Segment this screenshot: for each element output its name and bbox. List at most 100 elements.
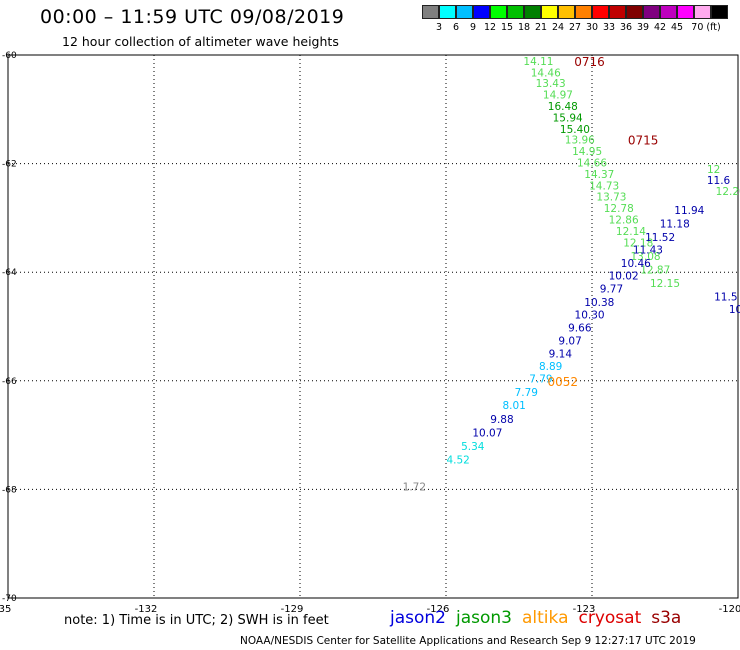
color-legend-swatch bbox=[439, 5, 456, 19]
color-legend-swatch bbox=[422, 5, 439, 19]
lon-tick-label: -126 bbox=[427, 604, 450, 615]
wave-height-value: 11.18 bbox=[660, 218, 690, 230]
wave-height-value: 14.73 bbox=[589, 180, 619, 192]
color-legend-swatch bbox=[524, 5, 541, 19]
lat-tick-label: -62 bbox=[2, 160, 17, 170]
page-title: 00:00 – 11:59 UTC 09/08/2019 bbox=[40, 6, 345, 28]
wave-height-value: 9.88 bbox=[490, 414, 513, 426]
color-legend-label: 9 bbox=[469, 22, 477, 33]
color-legend-label: 12 bbox=[483, 22, 497, 33]
wave-height-value: 11.52 bbox=[645, 232, 675, 244]
wave-height-value: 10.38 bbox=[584, 297, 614, 309]
wave-height-value: 10.07 bbox=[472, 427, 502, 439]
color-legend-swatch bbox=[694, 5, 711, 19]
wave-height-value: 10.02 bbox=[609, 270, 639, 282]
lon-tick-label: -123 bbox=[573, 604, 596, 615]
color-legend-swatch bbox=[643, 5, 660, 19]
lon-tick-label: -132 bbox=[135, 604, 158, 615]
color-legend-label: 42 bbox=[653, 22, 667, 33]
wave-height-value: 14.66 bbox=[577, 158, 607, 170]
lat-tick-label: -66 bbox=[2, 377, 17, 387]
color-legend-label: 18 bbox=[517, 22, 531, 33]
lat-tick-label: -60 bbox=[2, 51, 17, 61]
wave-height-value: 13.08 bbox=[631, 251, 661, 263]
color-legend-swatch bbox=[456, 5, 473, 19]
lat-tick-label: -68 bbox=[2, 485, 17, 495]
satellite-legend-item: s3a bbox=[651, 608, 682, 628]
color-legend-swatch bbox=[541, 5, 558, 19]
wave-height-value: 16.48 bbox=[548, 101, 578, 113]
color-legend-label: 21 bbox=[534, 22, 548, 33]
wave-height-value: 11.94 bbox=[674, 205, 704, 217]
color-legend-label: 15 bbox=[500, 22, 514, 33]
color-legend-swatch bbox=[609, 5, 626, 19]
wave-height-value: 8.01 bbox=[502, 400, 525, 412]
wave-height-value: 12.18 bbox=[623, 237, 653, 249]
wave-height-value: 9.77 bbox=[600, 283, 623, 295]
color-legend-swatch bbox=[507, 5, 524, 19]
pass-time-label: 0052 bbox=[548, 375, 579, 389]
satellite-legend-item: cryosat bbox=[578, 608, 642, 628]
pass-time-label: 0715 bbox=[628, 134, 659, 148]
wave-height-value: 11.6 bbox=[707, 175, 731, 187]
wave-height-value: 12.78 bbox=[604, 203, 634, 215]
satellite-legend-item: altika bbox=[522, 608, 569, 628]
wave-height-value: 14.46 bbox=[531, 67, 561, 79]
color-legend-label: 30 bbox=[585, 22, 599, 33]
lat-tick-label: -70 bbox=[2, 594, 17, 604]
wave-height-value: 7.79 bbox=[529, 374, 552, 386]
color-legend-swatch bbox=[490, 5, 507, 19]
wave-height-value: 13.73 bbox=[596, 192, 626, 204]
footer-note: note: 1) Time is in UTC; 2) SWH is in fe… bbox=[64, 613, 329, 628]
wave-height-value: 15.94 bbox=[553, 112, 583, 124]
color-legend-swatch bbox=[558, 5, 575, 19]
wave-height-value: 5.34 bbox=[461, 441, 485, 453]
color-legend-label: 3 bbox=[435, 22, 443, 33]
color-legend-swatch bbox=[592, 5, 609, 19]
wave-height-value: 8.89 bbox=[539, 361, 562, 373]
wave-height-value: 12.14 bbox=[616, 226, 646, 238]
wave-height-value: 13.96 bbox=[565, 135, 595, 147]
wave-height-value: 14.95 bbox=[572, 146, 602, 158]
color-legend-label: 33 bbox=[602, 22, 616, 33]
wave-height-value: 1.72 bbox=[403, 482, 426, 494]
lat-tick-label: -64 bbox=[2, 268, 17, 278]
lon-tick-label: -120 bbox=[719, 604, 740, 615]
color-legend-swatch bbox=[473, 5, 490, 19]
wave-height-value: 10 bbox=[729, 304, 740, 316]
wave-height-value: 11.5 bbox=[714, 292, 737, 304]
wave-height-value: 9.07 bbox=[558, 336, 581, 348]
color-legend-swatch bbox=[575, 5, 592, 19]
wave-height-value: 4.52 bbox=[446, 455, 469, 467]
color-legend-label: 39 bbox=[636, 22, 650, 33]
color-legend-label: 27 bbox=[568, 22, 582, 33]
color-legend-label: 24 bbox=[551, 22, 565, 33]
wave-height-value: 14.97 bbox=[543, 90, 573, 102]
page-subtitle: 12 hour collection of altimeter wave hei… bbox=[62, 34, 339, 49]
color-legend-swatch bbox=[677, 5, 694, 19]
wave-height-value: 10.46 bbox=[621, 258, 651, 270]
wave-height-value: 12.86 bbox=[609, 215, 639, 227]
color-legend-label: 6 bbox=[452, 22, 460, 33]
satellite-legend-item: jason3 bbox=[456, 608, 512, 628]
wave-height-value: 9.66 bbox=[568, 323, 592, 335]
wave-height-value: 9.14 bbox=[549, 349, 573, 361]
wave-height-value: 15.40 bbox=[560, 124, 590, 136]
satellite-legend-item: jason2 bbox=[390, 608, 446, 628]
wave-height-value: 10.30 bbox=[575, 310, 605, 322]
lon-tick-label: -129 bbox=[281, 604, 304, 615]
wave-height-value: 13.43 bbox=[536, 78, 566, 90]
color-legend-swatch bbox=[626, 5, 643, 19]
color-legend-swatch bbox=[711, 5, 728, 19]
pass-time-label: 0716 bbox=[574, 55, 605, 69]
color-legend-label: 36 bbox=[619, 22, 633, 33]
wave-height-value: 14.37 bbox=[584, 169, 614, 181]
color-legend-label: 70 (ft) bbox=[691, 22, 721, 33]
map-frame bbox=[7, 54, 739, 599]
credit-line: NOAA/NESDIS Center for Satellite Applica… bbox=[240, 635, 696, 647]
wave-height-value: 7.79 bbox=[515, 387, 538, 399]
satellite-legend: jason2 jason3 altika cryosat s3a bbox=[390, 608, 691, 628]
wave-height-value: 12 bbox=[707, 164, 720, 176]
